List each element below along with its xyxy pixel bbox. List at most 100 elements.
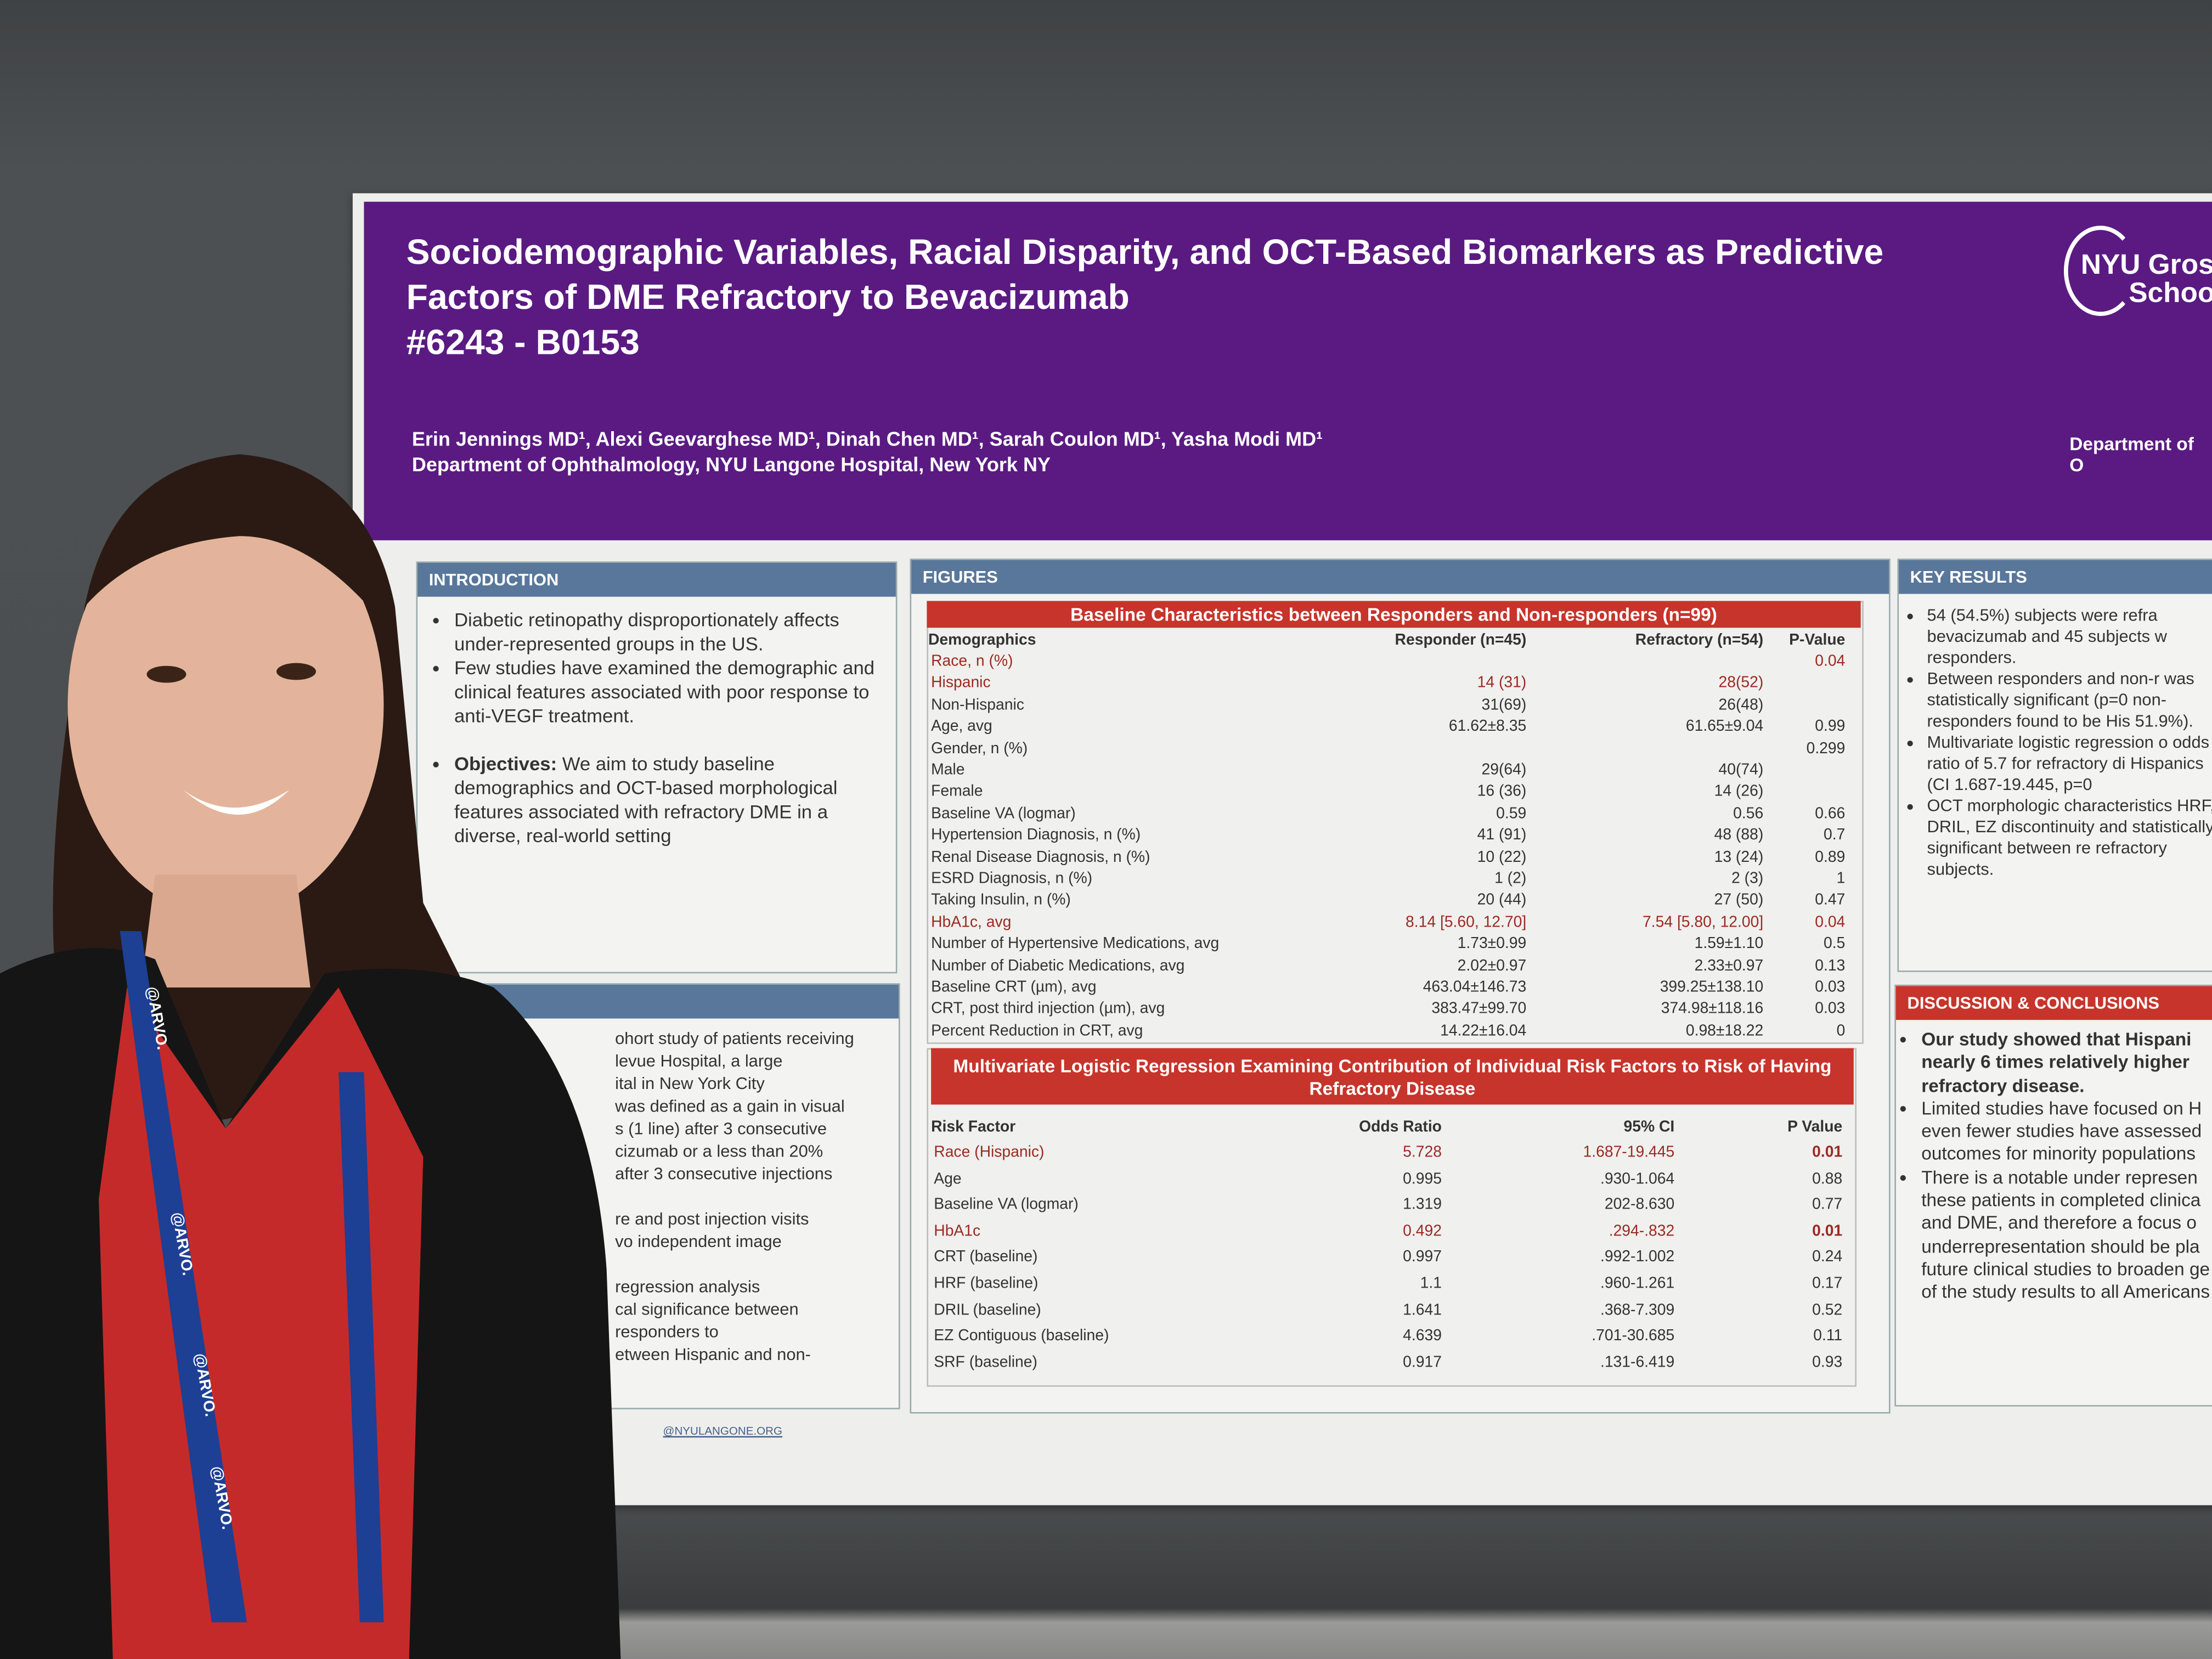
bullet: Few studies have examined the demographi… <box>454 656 881 728</box>
section-heading: FIGURES <box>911 560 1889 594</box>
row-label: Number of Hypertensive Medications, avg <box>931 935 1220 953</box>
table1-bg <box>927 601 1864 1044</box>
table-row: Percent Reduction in CRT, avg 14.22±16.04… <box>928 1023 1859 1044</box>
cell: 463.04±146.73 <box>1423 979 1527 996</box>
row-label: Race, n (%) <box>931 653 1013 670</box>
cell: .701-30.685 <box>1592 1328 1675 1345</box>
bullet: Between responders and non-r was statist… <box>1927 669 2212 732</box>
cell: .960-1.261 <box>1600 1275 1675 1293</box>
column-header: Refractory (n=54) <box>1635 631 1764 649</box>
methods-line: cal significance between <box>615 1299 799 1319</box>
table-row: Baseline VA (logmar) 0.59 0.56 0.66 <box>928 805 1859 827</box>
smile <box>183 789 290 815</box>
table-row: Baseline CRT (µm), avg 463.04±146.73 399.2… <box>928 979 1859 1001</box>
column-header: Risk Factor <box>931 1119 1016 1136</box>
methods-line: ital in New York City <box>615 1073 765 1093</box>
email-link[interactable]: @NYULANGONE.ORG <box>663 1425 783 1438</box>
methods-line: re and post injection visits <box>615 1209 809 1229</box>
bullet-bold: Our study showed that Hispani nearly 6 t… <box>1921 1029 2212 1098</box>
cell: 0.88 <box>1812 1170 1843 1188</box>
methods-line: regression analysis <box>615 1277 760 1297</box>
row-label: HbA1c, avg <box>931 913 1012 931</box>
table1-title: Baseline Characteristics between Respond… <box>927 601 1861 628</box>
cell: 0.77 <box>1812 1197 1843 1214</box>
bullet: There is a notable under represen these … <box>1921 1166 2212 1304</box>
eye <box>276 663 316 680</box>
row-label: EZ Contiguous (baseline) <box>934 1328 1109 1345</box>
table-row: Renal Disease Diagnosis, n (%) 10 (22) 13 … <box>928 849 1859 870</box>
table-row: Number of Hypertensive Medications, avg 1… <box>928 935 1859 957</box>
row-label: Hypertension Diagnosis, n (%) <box>931 827 1141 844</box>
objectives: Objectives: We aim to study baseline dem… <box>454 752 881 848</box>
affiliation: Department of Ophthalmology, NYU Langone… <box>411 453 1051 476</box>
cell: 202-8.630 <box>1604 1197 1675 1214</box>
cell: 2.02±0.97 <box>1457 957 1527 974</box>
cell: .930-1.064 <box>1600 1170 1675 1188</box>
cell: 0.917 <box>1403 1354 1442 1371</box>
row-label: Gender, n (%) <box>931 740 1028 757</box>
cell: 0.492 <box>1403 1222 1442 1240</box>
table-row: ESRD Diagnosis, n (%) 1 (2) 2 (3) 1 <box>928 871 1859 892</box>
table-row: Hispanic 14 (31) 28(52) <box>928 675 1859 696</box>
cell: 31(69) <box>1481 696 1527 714</box>
cell: 1.73±0.99 <box>1457 935 1527 953</box>
cell: 27 (50) <box>1714 892 1764 909</box>
cell: 0.56 <box>1733 805 1764 822</box>
cell: 0.03 <box>1815 979 1846 996</box>
cell: 26(48) <box>1718 696 1764 714</box>
cell: 14.22±16.04 <box>1440 1022 1527 1040</box>
cell: 399.25±138.10 <box>1660 979 1764 996</box>
table-row: HbA1c, avg 8.14 [5.60, 12.70] 7.54 [5.80, … <box>928 914 1859 935</box>
cell: 0.997 <box>1403 1249 1442 1266</box>
cell: 1.319 <box>1403 1197 1442 1214</box>
row-label: DRIL (baseline) <box>934 1301 1041 1319</box>
row-label: ESRD Diagnosis, n (%) <box>931 870 1093 888</box>
key-results-section: KEY RESULTS 54 (54.5%) subjects were ref… <box>1897 558 2212 972</box>
cell: 0.13 <box>1815 957 1846 974</box>
poster-header <box>364 201 2212 540</box>
cell: 14 (31) <box>1477 675 1527 692</box>
authors-block: Erin Jennings MD¹, Alexi Geevarghese MD¹… <box>412 426 1323 477</box>
table-row: Taking Insulin, n (%) 20 (44) 27 (50) 0.47 <box>928 892 1859 913</box>
column-header: Responder (n=45) <box>1395 631 1527 649</box>
methods-line: ohort study of patients receiving <box>615 1028 854 1048</box>
methods-line: responders to <box>615 1322 719 1342</box>
row-label: Age, avg <box>931 718 992 736</box>
section-heading: INTRODUCTION <box>417 562 896 597</box>
neck <box>141 874 311 988</box>
cell: 20 (44) <box>1477 892 1527 909</box>
cell: .131-6.419 <box>1600 1354 1675 1371</box>
discussion-section: DISCUSSION & CONCLUSIONS Our study showe… <box>1894 984 2212 1407</box>
introduction-section: INTRODUCTION Diabetic retinopathy dispro… <box>416 561 898 974</box>
cell: 1.687-19.445 <box>1583 1144 1675 1161</box>
methods-line: cizumab or a less than 20% <box>615 1141 823 1161</box>
table-row: Number of Diabetic Medications, avg 2.02±… <box>928 957 1859 979</box>
cell: 16 (36) <box>1477 783 1527 800</box>
cell: 5.728 <box>1403 1144 1442 1161</box>
column-header: Demographics <box>928 631 1036 649</box>
column-header: Odds Ratio <box>1359 1119 1442 1136</box>
table-row: Age, avg 61.62±8.35 61.65±9.04 0.99 <box>928 718 1859 740</box>
row-label: Non-Hispanic <box>931 696 1024 714</box>
table-row: Gender, n (%) 0.299 <box>928 740 1859 761</box>
table-row: DRIL (baseline) 1.641 .368-7.309 0.52 <box>931 1301 1851 1323</box>
table-row: Female 16 (36) 14 (26) <box>928 783 1859 805</box>
cell: 0.995 <box>1403 1170 1442 1188</box>
cell: 0.98±18.22 <box>1685 1022 1764 1040</box>
row-label: Percent Reduction in CRT, avg <box>931 1022 1143 1040</box>
cell: 0.24 <box>1812 1249 1843 1266</box>
cell: 14 (26) <box>1714 783 1764 800</box>
cell: 0.17 <box>1812 1275 1843 1293</box>
cell: 0.47 <box>1815 892 1846 909</box>
bullet: Limited studies have focused on H even f… <box>1921 1097 2212 1166</box>
cell: 29(64) <box>1481 761 1527 779</box>
bullet: Multivariate logistic regression o odds … <box>1927 732 2212 796</box>
cell: 0.04 <box>1815 653 1846 670</box>
cell: 0.93 <box>1812 1354 1843 1371</box>
cell: 0.01 <box>1812 1222 1843 1240</box>
lanyard <box>120 931 247 1623</box>
poster-title: Sociodemographic Variables, Racial Dispa… <box>407 230 1987 365</box>
row-label: Baseline VA (logmar) <box>934 1197 1079 1214</box>
